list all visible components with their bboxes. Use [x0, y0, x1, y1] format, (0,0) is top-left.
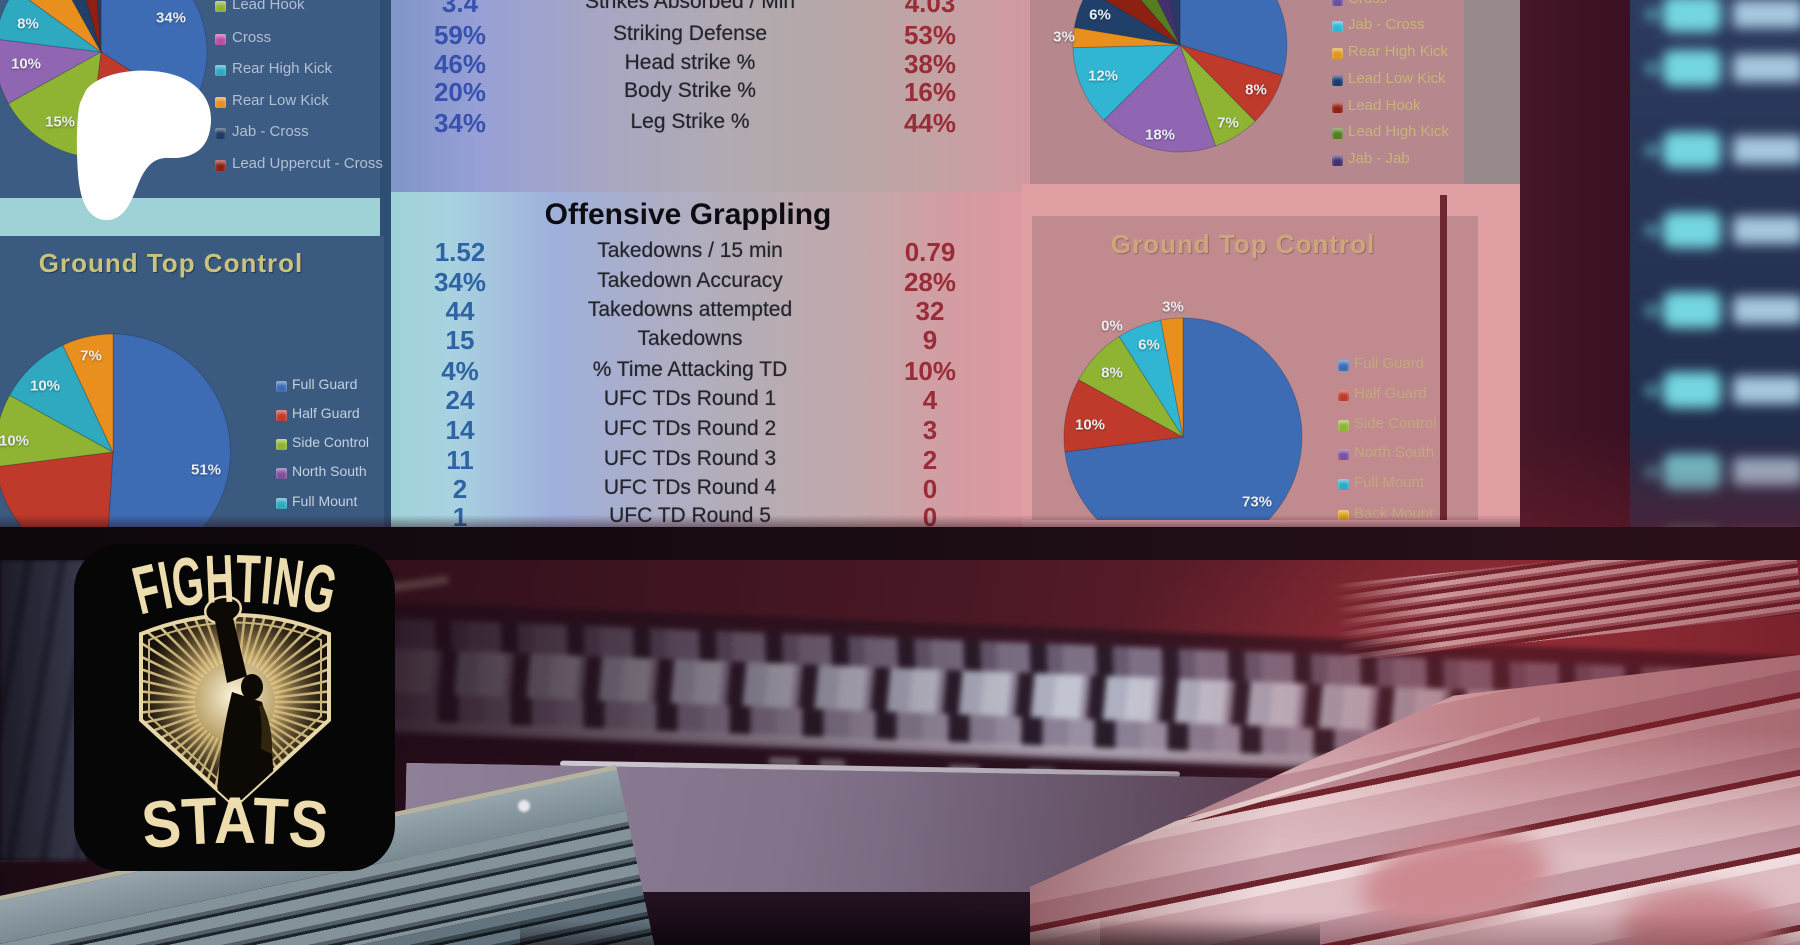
svg-text:STATS: STATS — [138, 783, 332, 863]
svg-text:FIGHTING: FIGHTING — [126, 544, 344, 629]
